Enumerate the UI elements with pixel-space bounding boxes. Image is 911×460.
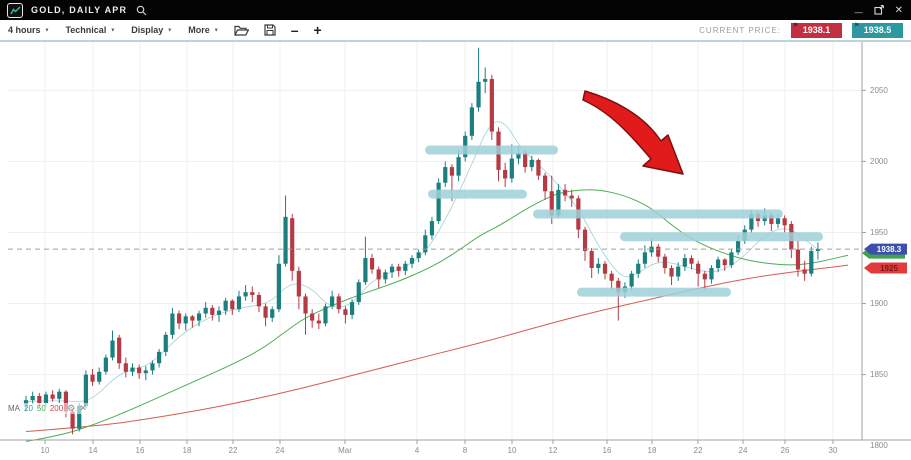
price-axis-label: 1800 xyxy=(870,441,888,450)
ma-period-50: 50 xyxy=(36,404,46,413)
date-axis-label: 22 xyxy=(694,446,703,455)
price-axis-label: 1900 xyxy=(870,299,888,308)
sr-zone xyxy=(577,287,731,297)
flag-icon: ⚑ xyxy=(854,22,860,29)
date-axis-label: 24 xyxy=(739,446,748,455)
chevron-down-icon: ▼ xyxy=(167,27,173,34)
search-icon[interactable] xyxy=(136,5,147,16)
date-axis-label: 16 xyxy=(136,446,145,455)
ma-indicator-legend: MA 20 50 200 ⚙ ✕ xyxy=(6,403,89,414)
ma-period-200: 200 xyxy=(49,404,64,413)
save-icon[interactable] xyxy=(264,24,276,36)
flag-icon: ⚑ xyxy=(793,22,799,29)
date-axis-label: 14 xyxy=(89,446,98,455)
titlebar: GOLD, DAILY APR — ✕ xyxy=(0,0,911,20)
date-axis-label: 10 xyxy=(41,446,50,455)
more-dropdown[interactable]: More ▼ xyxy=(188,25,219,35)
window-title: GOLD, DAILY APR xyxy=(31,5,128,15)
date-axis-label: 4 xyxy=(415,446,420,455)
app-logo-icon xyxy=(7,2,23,18)
chevron-down-icon: ▼ xyxy=(213,27,219,34)
date-axis-label: 8 xyxy=(463,446,468,455)
zoom-out-button[interactable]: – xyxy=(290,22,299,38)
ma-remove-icon[interactable]: ✕ xyxy=(79,403,87,413)
ma50-line xyxy=(25,189,849,442)
date-axis-label: 30 xyxy=(829,446,838,455)
ma20-line xyxy=(25,121,819,403)
date-axis-label: 16 xyxy=(603,446,612,455)
price-badges: 1938.3 1925 xyxy=(862,243,907,274)
minimize-button[interactable]: — xyxy=(854,7,863,17)
display-dropdown[interactable]: Display ▼ xyxy=(131,25,173,35)
date-axis-label: 24 xyxy=(276,446,285,455)
price-axis-label: 1950 xyxy=(870,228,888,237)
timeframe-dropdown[interactable]: 4 hours ▼ xyxy=(8,25,50,35)
technical-dropdown[interactable]: Technical ▼ xyxy=(65,25,116,35)
date-axis-label: 18 xyxy=(648,446,657,455)
date-axis-label: 10 xyxy=(508,446,517,455)
price-axis-label: 1850 xyxy=(870,370,888,379)
ma-settings-gear-icon[interactable]: ⚙ xyxy=(67,403,76,413)
chevron-down-icon: ▼ xyxy=(110,27,116,34)
svg-text:1925: 1925 xyxy=(880,264,898,273)
sr-zones xyxy=(425,145,823,297)
svg-text:1938.3: 1938.3 xyxy=(877,245,902,254)
date-axis-label: Mar xyxy=(338,446,352,455)
sr-zone xyxy=(428,189,527,199)
ma200-line xyxy=(25,264,849,432)
sr-zone xyxy=(620,232,823,242)
sr-zone xyxy=(533,209,783,219)
popout-button[interactable] xyxy=(874,5,884,15)
bid-price-box[interactable]: ⚑ 1938.1 xyxy=(791,22,842,38)
chart-toolbar: 4 hours ▼ Technical ▼ Display ▼ More ▼ xyxy=(0,20,911,42)
chevron-down-icon: ▼ xyxy=(44,27,50,34)
ma-period-20: 20 xyxy=(24,404,33,413)
moving-averages xyxy=(25,121,849,442)
ask-price-box[interactable]: ⚑ 1938.5 xyxy=(852,22,903,38)
price-axis-label: 2050 xyxy=(870,86,888,95)
open-folder-icon[interactable] xyxy=(233,25,249,36)
window-controls: — ✕ xyxy=(854,4,903,17)
date-axis-label: 26 xyxy=(781,446,790,455)
date-axis-label: 12 xyxy=(549,446,558,455)
ma-label: MA xyxy=(8,404,20,413)
date-axis-label: 18 xyxy=(183,446,192,455)
current-price-label: CURRENT PRICE: xyxy=(699,25,781,35)
zoom-in-button[interactable]: + xyxy=(313,22,322,38)
sr-zone xyxy=(425,145,558,155)
close-button[interactable]: ✕ xyxy=(894,4,903,16)
down-arrow-annotation xyxy=(582,90,684,175)
price-axis-label: 2000 xyxy=(870,157,888,166)
date-axis-label: 22 xyxy=(229,446,238,455)
